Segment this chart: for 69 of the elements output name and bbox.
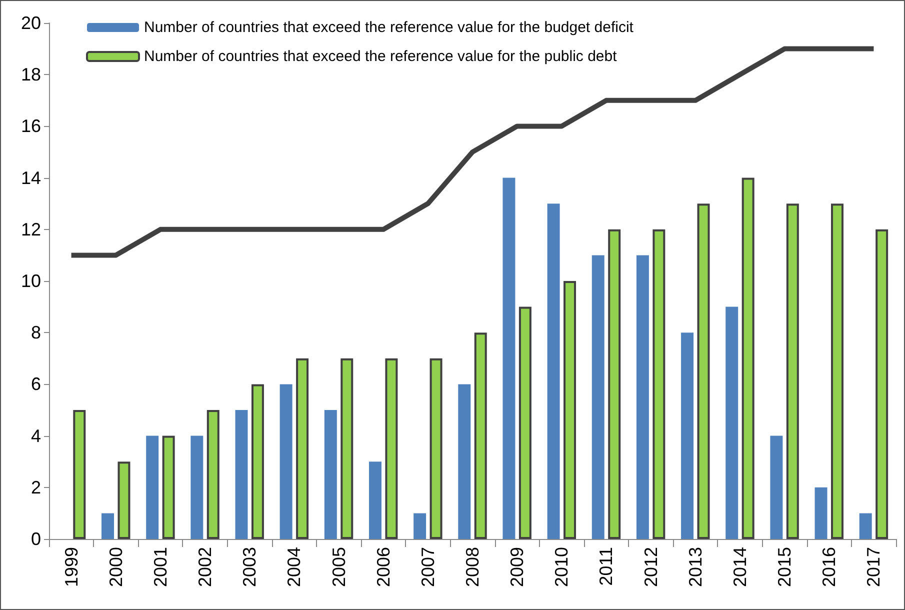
bar — [414, 513, 426, 539]
bar — [458, 384, 471, 539]
bar — [502, 178, 516, 539]
bar — [296, 358, 309, 539]
bar — [251, 384, 264, 539]
bar — [786, 204, 799, 539]
y-tick-label: 4 — [30, 426, 41, 446]
x-tick-label: 2003 — [240, 547, 260, 588]
x-tick-label: 2008 — [462, 547, 482, 588]
bar — [742, 178, 754, 539]
bar — [190, 436, 204, 539]
bar — [385, 358, 398, 539]
x-tick-label: 2007 — [418, 547, 438, 588]
legend-label: Number of countries that exceed the reference value for the public debt — [144, 48, 618, 65]
x-tick-label: 2005 — [328, 547, 349, 588]
bar — [770, 436, 783, 539]
bar — [564, 281, 576, 539]
bar — [73, 410, 86, 539]
y-tick-label: 10 — [20, 271, 41, 291]
bar — [681, 332, 694, 539]
x-tick-label: 2011 — [596, 547, 616, 586]
bar — [324, 410, 337, 539]
y-tick-label: 20 — [20, 13, 41, 33]
bar — [368, 462, 382, 539]
y-tick-label: 8 — [30, 322, 41, 343]
bar — [340, 358, 354, 539]
bar — [162, 436, 175, 539]
bar — [474, 332, 487, 539]
x-tick-label: 2016 — [819, 547, 840, 588]
x-tick-label: 2010 — [552, 547, 572, 588]
y-tick-label: 2 — [30, 477, 41, 498]
bar — [280, 384, 292, 539]
x-tick-label: 2009 — [507, 547, 528, 588]
bar — [726, 306, 738, 539]
bar — [235, 410, 248, 539]
bar — [118, 462, 130, 539]
x-tick-label: 2004 — [284, 547, 304, 588]
bar — [518, 306, 532, 539]
bar — [876, 229, 888, 539]
y-tick-label: 16 — [20, 116, 41, 136]
y-tick-label: 6 — [30, 374, 41, 394]
x-tick-label: 2006 — [373, 547, 394, 588]
bar — [831, 204, 844, 539]
bar — [102, 513, 114, 539]
bar — [430, 358, 442, 539]
x-tick-label: 2017 — [864, 547, 884, 588]
bar — [652, 229, 666, 539]
x-tick-label: 2013 — [685, 547, 706, 588]
x-tick-label: 2000 — [106, 547, 126, 588]
x-tick-label: 2015 — [774, 547, 795, 588]
y-tick-label: 12 — [20, 219, 41, 240]
bar — [859, 513, 872, 539]
x-tick-label: 2012 — [640, 547, 661, 588]
bar — [636, 255, 649, 539]
legend-label: Number of countries that exceed the reference value for the budget deficit — [144, 19, 634, 36]
bar — [206, 410, 220, 539]
y-tick-label: 0 — [30, 529, 41, 549]
x-tick-label: 2014 — [730, 547, 750, 588]
y-tick-label: 14 — [20, 168, 41, 188]
bar — [814, 487, 828, 539]
x-tick-label: 2001 — [150, 547, 170, 588]
bar — [146, 436, 159, 539]
bar — [697, 204, 710, 539]
bar — [608, 229, 621, 539]
x-tick-label: 1999 — [61, 547, 82, 588]
bar — [592, 255, 604, 539]
y-tick-label: 18 — [20, 64, 41, 85]
bar — [547, 204, 560, 539]
x-tick-label: 2002 — [195, 547, 216, 588]
